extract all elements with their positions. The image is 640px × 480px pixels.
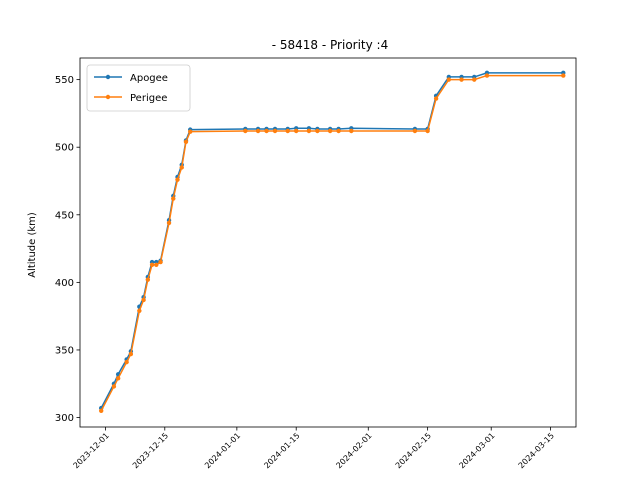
y-tick-label: 300 xyxy=(55,413,74,424)
legend-box xyxy=(86,64,191,112)
perigee-point xyxy=(285,128,290,134)
perigee-point xyxy=(171,196,176,201)
legend: Apogee Perigee xyxy=(86,64,191,112)
perigee-point xyxy=(433,96,439,101)
y-tick-label: 500 xyxy=(55,143,74,154)
perigee-point xyxy=(412,128,418,134)
y-tick-label: 400 xyxy=(55,278,74,289)
perigee-point xyxy=(306,128,312,134)
perigee-point xyxy=(124,359,129,365)
perigee-point xyxy=(145,277,151,282)
perigee-point xyxy=(115,376,121,381)
perigee-point xyxy=(158,259,163,265)
legend-perigee-marker xyxy=(105,94,111,100)
series-layer xyxy=(98,70,566,413)
perigee-point xyxy=(272,128,278,134)
perigee-point xyxy=(459,77,464,82)
perigee-point xyxy=(484,73,490,78)
perigee-point xyxy=(166,220,172,226)
perigee-point xyxy=(141,297,146,303)
perigee-point xyxy=(243,128,248,134)
y-axis-label: Altitude (km) xyxy=(27,212,38,278)
perigee-point xyxy=(137,308,142,313)
perigee-point xyxy=(446,77,452,82)
y-tick-label: 350 xyxy=(55,345,74,356)
legend-apogee-label: Apogee xyxy=(130,73,168,84)
perigee-point xyxy=(111,384,117,389)
perigee-point xyxy=(336,128,341,134)
plot-area xyxy=(79,57,577,428)
perigee-point xyxy=(179,165,184,170)
y-tick-label: 450 xyxy=(55,210,74,221)
perigee-point xyxy=(183,139,189,145)
perigee-point xyxy=(255,128,261,134)
plot-frame xyxy=(79,57,577,428)
perigee-point xyxy=(472,77,477,82)
perigee-point xyxy=(294,128,299,134)
y-tick-label: 550 xyxy=(55,75,74,86)
legend-apogee-marker xyxy=(105,74,111,80)
perigee-series xyxy=(98,73,566,413)
perigee-point xyxy=(315,128,320,134)
perigee-point xyxy=(264,128,269,134)
perigee-point xyxy=(98,408,104,413)
perigee-point xyxy=(175,177,180,182)
chart-title: - 58418 - Priority :4 xyxy=(272,38,388,52)
perigee-point xyxy=(349,128,354,134)
perigee-point xyxy=(188,129,193,134)
perigee-point xyxy=(149,262,155,268)
perigee-point xyxy=(561,73,566,78)
perigee-point xyxy=(425,128,430,134)
y-axis: 300 350 400 450 500 550 xyxy=(55,75,80,424)
perigee-point xyxy=(154,262,159,268)
legend-perigee-label: Perigee xyxy=(130,93,167,104)
perigee-point xyxy=(128,351,134,357)
perigee-point xyxy=(327,128,333,134)
